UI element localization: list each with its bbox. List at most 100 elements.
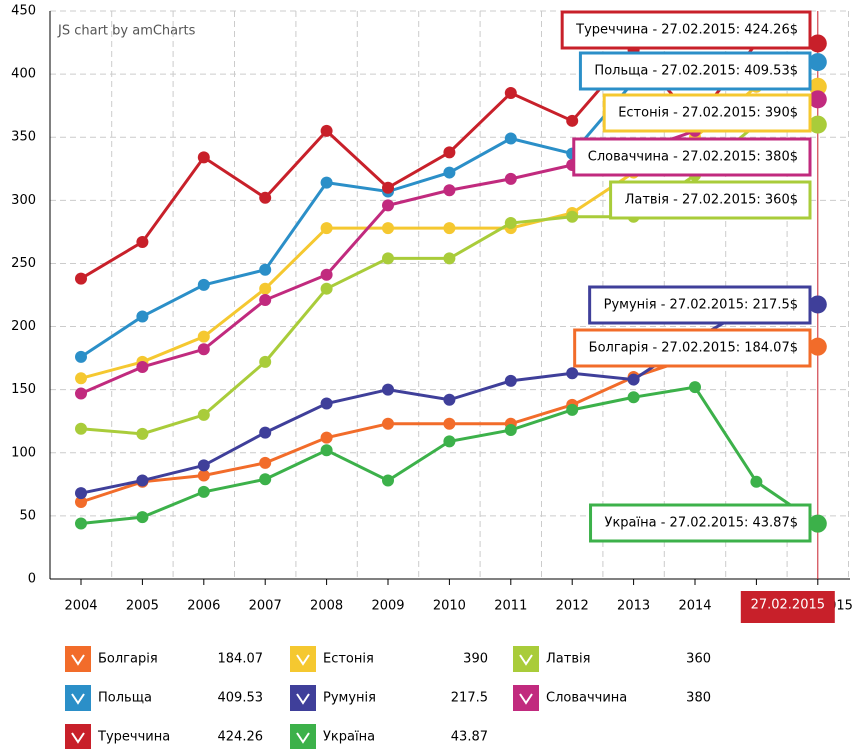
y-tick-label: 100 — [11, 445, 36, 460]
point — [382, 181, 394, 194]
x-tick-label: 2005 — [126, 599, 159, 614]
x-tick-label: 2006 — [187, 599, 220, 614]
balloon-box — [573, 328, 812, 368]
legend-label: Словаччина — [546, 691, 627, 706]
point — [197, 408, 210, 421]
balloon-box — [609, 180, 812, 220]
y-tick-label: 50 — [19, 508, 36, 523]
balloon-label: Румунія - 27.02.2015: 217.5$ — [604, 298, 798, 313]
point — [197, 459, 210, 472]
point — [443, 166, 456, 179]
point — [443, 184, 456, 197]
point — [197, 469, 210, 482]
balloon: Словаччина - 27.02.2015: 380$ — [572, 137, 812, 177]
legend-check — [71, 732, 85, 744]
point — [566, 210, 579, 223]
point — [136, 310, 149, 323]
cursor-box — [740, 591, 835, 623]
legend-value: 217.5 — [451, 691, 488, 706]
legend-label: Польща — [98, 691, 152, 706]
balloon-box — [578, 51, 812, 91]
x-tick-label: 2004 — [64, 599, 97, 614]
point — [320, 444, 333, 457]
point — [382, 417, 394, 430]
point — [197, 343, 210, 356]
point — [320, 397, 333, 410]
point — [808, 337, 827, 356]
point — [808, 53, 827, 72]
point — [504, 172, 517, 185]
balloon-label: Польща - 27.02.2015: 409.53$ — [594, 64, 798, 79]
point — [504, 87, 517, 100]
point — [320, 176, 333, 189]
point — [75, 496, 87, 509]
point — [504, 424, 517, 437]
point — [627, 391, 640, 404]
point — [504, 132, 517, 145]
balloon-box — [589, 503, 812, 543]
point — [382, 474, 394, 487]
balloon-label: Україна - 27.02.2015: 43.87$ — [605, 516, 798, 531]
balloon-box — [560, 10, 812, 50]
point — [382, 383, 394, 396]
legend-check — [519, 654, 533, 666]
point — [443, 435, 456, 448]
point — [136, 235, 149, 248]
balloon: Туреччина - 27.02.2015: 424.26$ — [560, 10, 812, 50]
point — [443, 252, 456, 265]
point — [259, 263, 272, 276]
point — [566, 367, 579, 380]
point — [259, 355, 272, 368]
balloon: Румунія - 27.02.2015: 217.5$ — [588, 285, 812, 325]
point — [627, 373, 640, 386]
point — [75, 272, 87, 285]
legend-value: 184.07 — [218, 652, 264, 667]
balloon: Болгарія - 27.02.2015: 184.07$ — [573, 328, 812, 368]
legend-marker — [513, 685, 539, 711]
legend-label: Україна — [323, 730, 375, 745]
point — [443, 417, 456, 430]
legend-marker — [65, 724, 91, 749]
x-tick-label: 2007 — [249, 599, 282, 614]
balloon: Латвія - 27.02.2015: 360$ — [609, 180, 812, 220]
point — [259, 456, 272, 469]
point — [382, 222, 394, 235]
cursor-label: 27.02.2015 — [751, 598, 825, 613]
balloon-label: Словаччина - 27.02.2015: 380$ — [588, 150, 798, 165]
point — [75, 487, 87, 500]
legend-value: 424.26 — [218, 730, 264, 745]
point — [197, 330, 210, 343]
x-tick-label: 2014 — [678, 599, 711, 614]
point — [259, 191, 272, 204]
x-tick-label: 2011 — [494, 599, 527, 614]
point — [808, 90, 827, 109]
point — [259, 473, 272, 486]
legend-check — [296, 693, 310, 705]
point — [136, 427, 149, 440]
y-tick-label: 250 — [11, 256, 36, 271]
point — [136, 360, 149, 373]
point — [504, 374, 517, 387]
point — [75, 350, 87, 363]
point — [566, 403, 579, 416]
point — [504, 217, 517, 230]
point — [808, 295, 827, 314]
balloon: Польща - 27.02.2015: 409.53$ — [578, 51, 812, 91]
point — [320, 431, 333, 444]
legend-marker — [290, 685, 316, 711]
point — [382, 252, 394, 265]
point — [320, 268, 333, 281]
point — [808, 514, 827, 533]
point — [197, 485, 210, 498]
balloon-label: Естонія - 27.02.2015: 390$ — [618, 106, 798, 121]
point — [566, 114, 579, 127]
x-tick-label: 2010 — [433, 599, 466, 614]
legend-label: Болгарія — [98, 652, 158, 667]
legend-marker — [65, 646, 91, 672]
legend-check — [296, 732, 310, 744]
legend-check — [519, 693, 533, 705]
balloon-box — [602, 93, 812, 133]
point — [443, 393, 456, 406]
legend-label: Туреччина — [97, 730, 170, 745]
